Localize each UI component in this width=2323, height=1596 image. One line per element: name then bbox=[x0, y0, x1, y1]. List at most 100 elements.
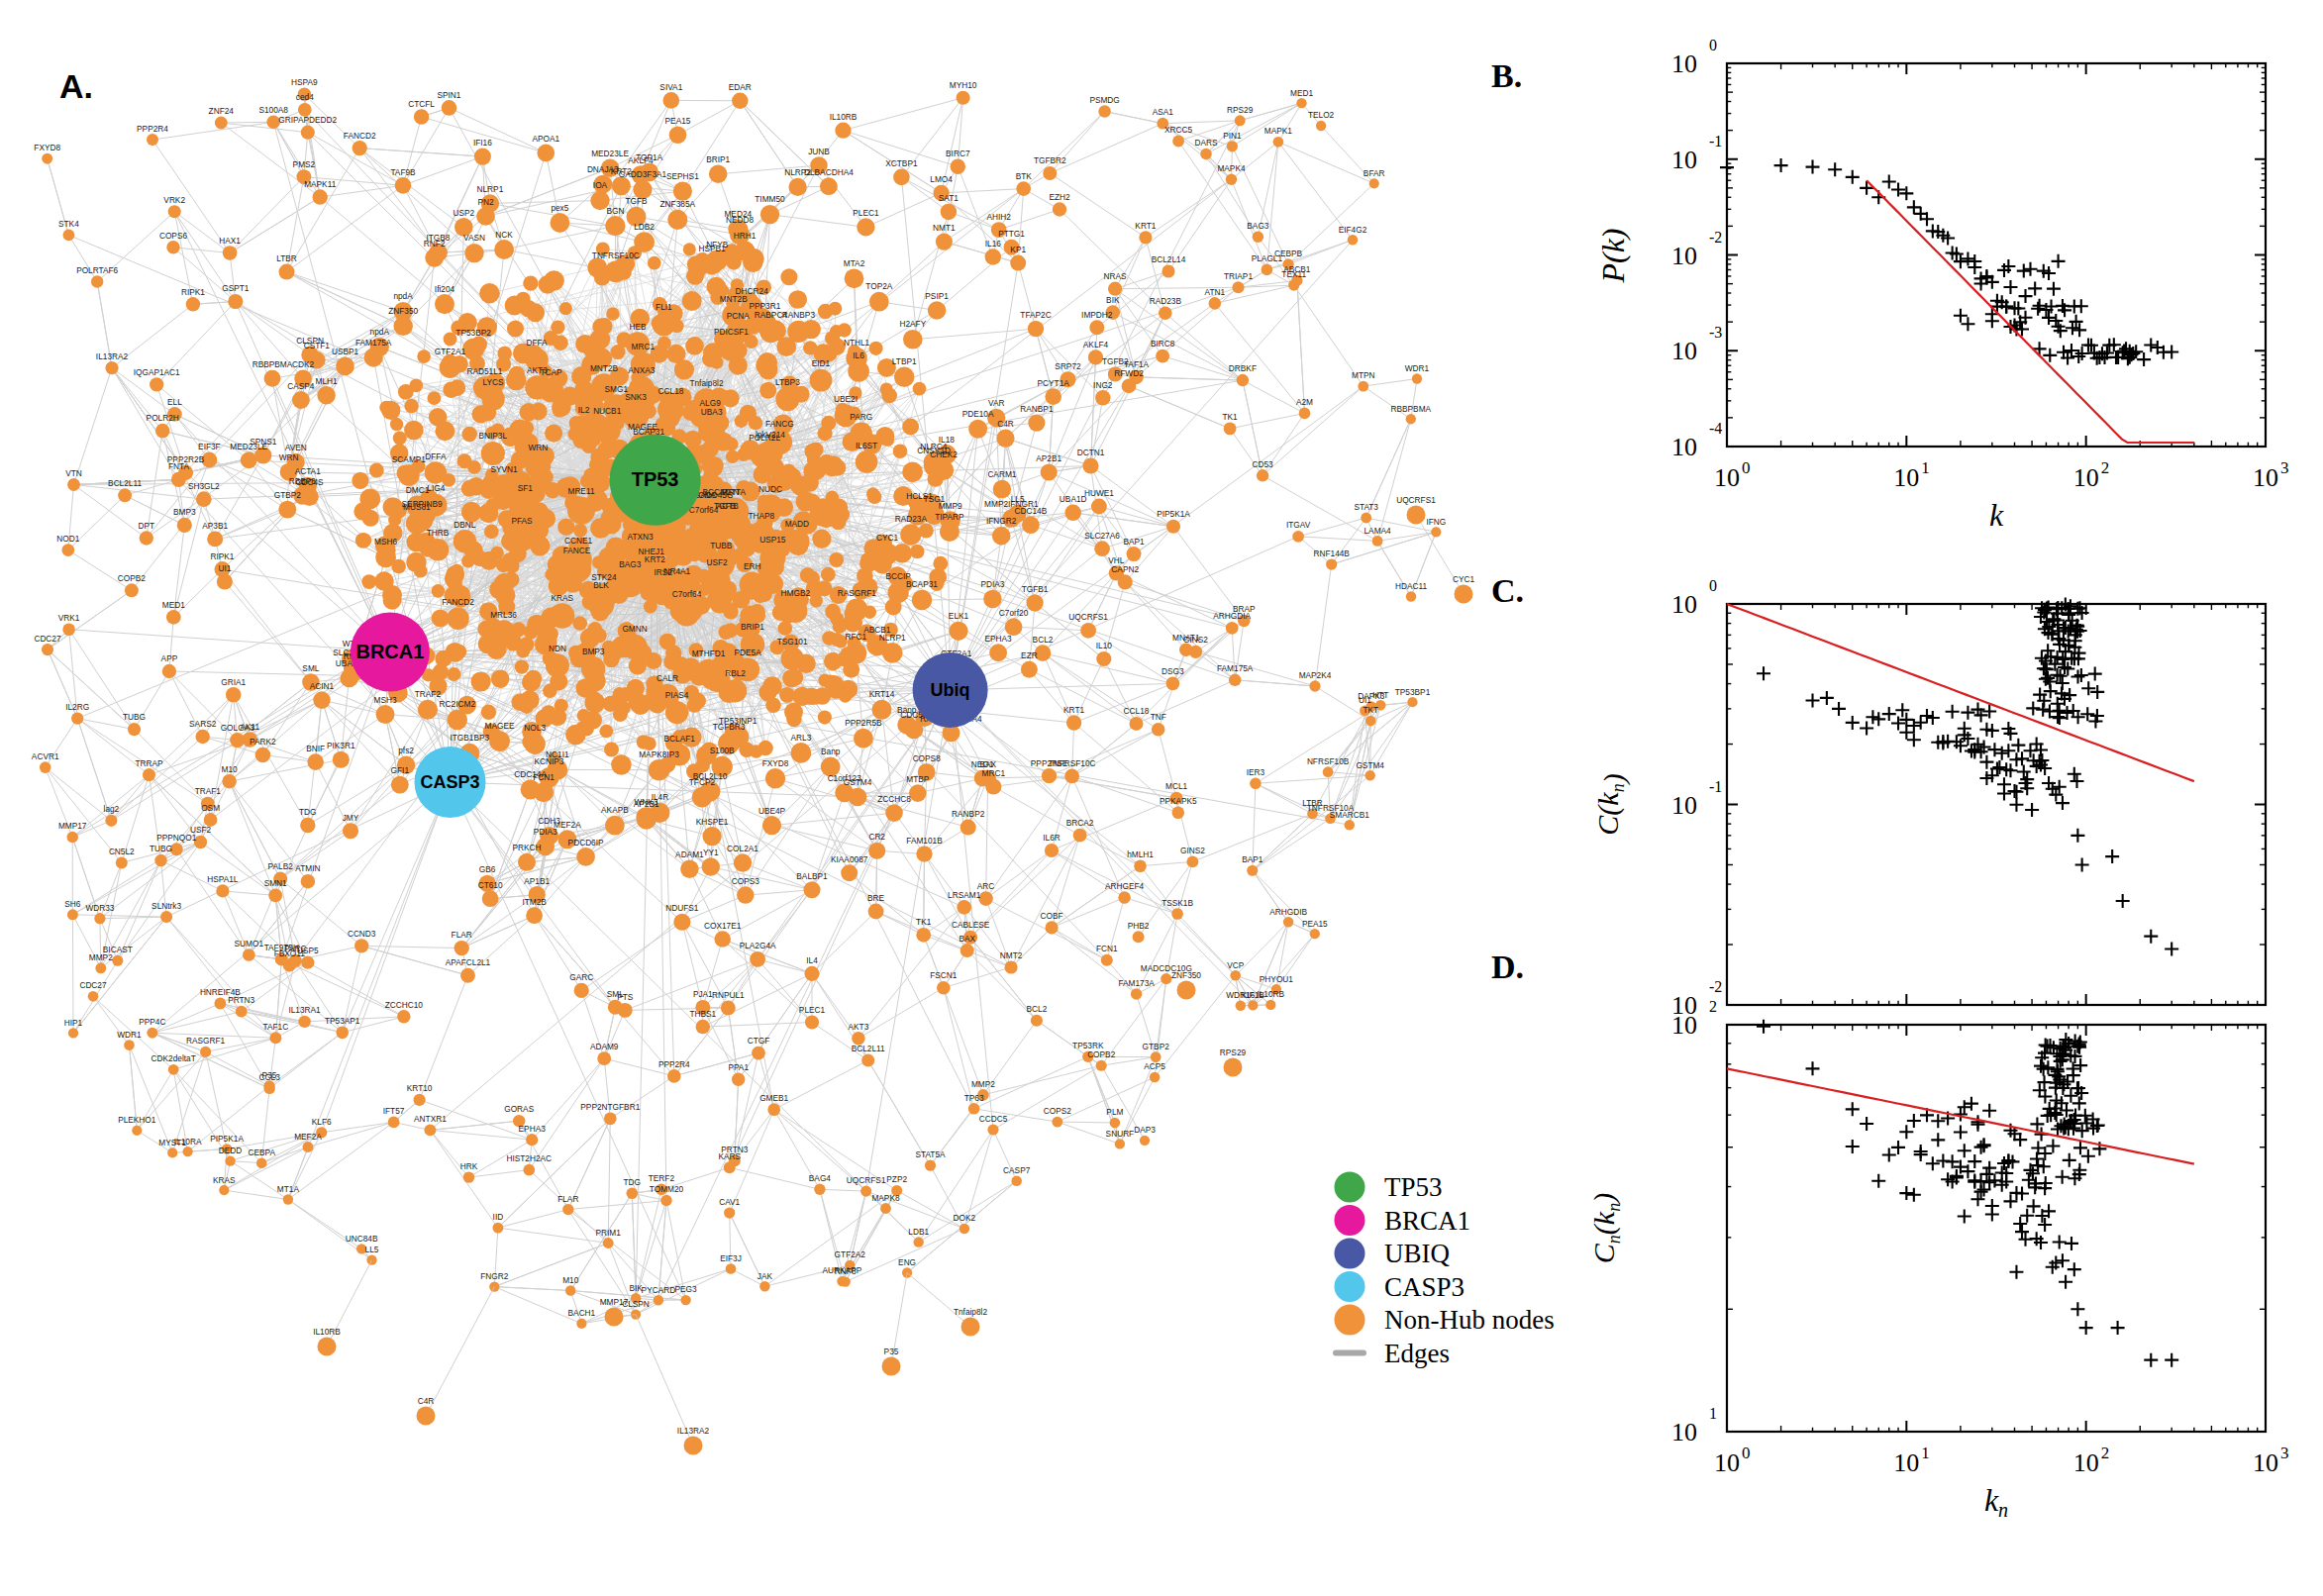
svg-text:CCL18: CCL18 bbox=[658, 386, 684, 396]
svg-text:0: 0 bbox=[1742, 458, 1751, 477]
svg-text:MRC1: MRC1 bbox=[982, 768, 1006, 778]
svg-text:ARL3: ARL3 bbox=[791, 733, 812, 743]
svg-text:ADAM1: ADAM1 bbox=[675, 849, 704, 859]
svg-text:MAPK8: MAPK8 bbox=[871, 1193, 900, 1203]
svg-text:CDC14B: CDC14B bbox=[1015, 506, 1048, 516]
svg-text:NLRP1: NLRP1 bbox=[879, 633, 906, 643]
svg-text:AKAPB: AKAPB bbox=[601, 805, 629, 815]
svg-text:PPP2NTGFBR1: PPP2NTGFBR1 bbox=[580, 1102, 640, 1112]
svg-text:RAD51L1: RAD51L1 bbox=[466, 366, 502, 376]
svg-text:KRT10: KRT10 bbox=[407, 1083, 433, 1093]
svg-text:10: 10 bbox=[2073, 1448, 2099, 1477]
svg-text:RBBPBMA: RBBPBMA bbox=[252, 359, 293, 369]
svg-text:TUBG: TUBG bbox=[123, 712, 146, 722]
svg-text:10: 10 bbox=[1671, 590, 1697, 619]
svg-text:MMP9: MMP9 bbox=[939, 501, 962, 511]
svg-text:COL2A1: COL2A1 bbox=[727, 844, 758, 853]
svg-text:C(kn): C(kn) bbox=[1591, 773, 1631, 835]
svg-text:COBF: COBF bbox=[1041, 911, 1063, 921]
svg-text:SNURF: SNURF bbox=[1106, 1129, 1135, 1139]
svg-text:MRL36: MRL36 bbox=[490, 610, 517, 620]
svg-text:ATMIN: ATMIN bbox=[295, 863, 320, 873]
svg-text:RPS29: RPS29 bbox=[1220, 1047, 1247, 1057]
svg-text:GRIPAPDEDD2: GRIPAPDEDD2 bbox=[278, 115, 337, 125]
svg-text:Ifi204: Ifi204 bbox=[435, 284, 455, 294]
svg-text:AP3B1: AP3B1 bbox=[202, 521, 228, 531]
svg-text:ACTB: ACTB bbox=[717, 501, 740, 511]
svg-text:TIPARP: TIPARP bbox=[935, 512, 964, 522]
svg-text:10: 10 bbox=[1893, 1448, 1919, 1477]
svg-text:MRE11: MRE11 bbox=[567, 486, 594, 496]
svg-text:10: 10 bbox=[1671, 337, 1697, 365]
svg-text:JAK: JAK bbox=[758, 1271, 773, 1281]
svg-text:IFT57: IFT57 bbox=[383, 1106, 405, 1116]
svg-text:CN5L2: CN5L2 bbox=[109, 847, 135, 856]
svg-text:WDR1: WDR1 bbox=[1405, 363, 1430, 373]
svg-text:HNREIF4B: HNREIF4B bbox=[200, 987, 241, 997]
svg-text:PDE10A: PDE10A bbox=[962, 409, 994, 419]
svg-text:PJA1: PJA1 bbox=[693, 989, 713, 999]
svg-text:IL10RB: IL10RB bbox=[1257, 989, 1284, 999]
svg-text:UBA1D: UBA1D bbox=[1060, 494, 1087, 504]
svg-text:BNIP3L: BNIP3L bbox=[479, 431, 508, 441]
svg-text:PDE5A: PDE5A bbox=[734, 648, 761, 657]
svg-text:NUDC: NUDC bbox=[758, 484, 782, 494]
svg-text:UQCRFS1: UQCRFS1 bbox=[1068, 612, 1108, 622]
svg-text:IER3: IER3 bbox=[1247, 767, 1265, 777]
svg-text:-2: -2 bbox=[1709, 978, 1722, 995]
svg-text:2: 2 bbox=[2101, 458, 2110, 477]
svg-text:TGFB1: TGFB1 bbox=[1022, 584, 1049, 594]
svg-text:DFFA: DFFA bbox=[425, 451, 447, 461]
svg-text:TP53BP2: TP53BP2 bbox=[455, 328, 491, 338]
svg-text:RASGRF1: RASGRF1 bbox=[838, 588, 877, 598]
svg-text:BFAR: BFAR bbox=[1364, 168, 1385, 178]
svg-text:FLI1: FLI1 bbox=[656, 302, 672, 312]
svg-text:GB6: GB6 bbox=[479, 864, 496, 874]
svg-text:npdA: npdA bbox=[393, 291, 413, 301]
svg-text:FNTA: FNTA bbox=[168, 461, 190, 471]
svg-text:DMC1: DMC1 bbox=[406, 485, 430, 495]
svg-text:KP1: KP1 bbox=[1010, 245, 1026, 254]
svg-text:CEBPB: CEBPB bbox=[1274, 249, 1303, 258]
svg-text:PHB2: PHB2 bbox=[1128, 921, 1150, 931]
svg-text:RC2ICM2: RC2ICM2 bbox=[440, 699, 476, 709]
svg-text:TOP1A: TOP1A bbox=[636, 152, 663, 162]
svg-text:UQCRFS1: UQCRFS1 bbox=[1396, 495, 1436, 505]
svg-text:SLC27A6: SLC27A6 bbox=[1084, 531, 1120, 541]
svg-text:FAM175A: FAM175A bbox=[1217, 663, 1254, 673]
svg-text:IL13RA1: IL13RA1 bbox=[288, 1005, 321, 1015]
svg-text:DPT: DPT bbox=[138, 521, 154, 531]
svg-text:TP53: TP53 bbox=[632, 468, 679, 490]
svg-text:CASP3: CASP3 bbox=[1384, 1272, 1464, 1302]
svg-text:SEPHS1: SEPHS1 bbox=[666, 171, 699, 181]
svg-text:Banp: Banp bbox=[821, 747, 841, 756]
svg-text:ACP5: ACP5 bbox=[1144, 1061, 1165, 1071]
svg-text:PSIP1: PSIP1 bbox=[925, 291, 949, 301]
svg-text:BIRC8: BIRC8 bbox=[1151, 339, 1175, 349]
svg-text:CARM1: CARM1 bbox=[987, 469, 1016, 479]
svg-text:BMP3: BMP3 bbox=[173, 507, 196, 517]
svg-text:WRN: WRN bbox=[279, 452, 299, 462]
svg-text:CAV1: CAV1 bbox=[719, 1197, 740, 1207]
svg-text:10: 10 bbox=[1893, 463, 1919, 492]
svg-text:JMY: JMY bbox=[343, 813, 359, 823]
svg-text:OSM: OSM bbox=[201, 803, 220, 813]
svg-text:BCL2L14: BCL2L14 bbox=[1152, 254, 1186, 264]
svg-text:IL16: IL16 bbox=[985, 239, 1002, 249]
svg-text:M10: M10 bbox=[562, 1275, 579, 1285]
svg-text:10: 10 bbox=[1671, 791, 1697, 820]
svg-text:PRKCH: PRKCH bbox=[512, 843, 541, 852]
svg-text:MMP17: MMP17 bbox=[600, 1297, 629, 1307]
svg-text:MCL1: MCL1 bbox=[1165, 781, 1188, 791]
svg-text:AKT3: AKT3 bbox=[849, 1022, 869, 1032]
svg-text:ELL: ELL bbox=[167, 397, 182, 407]
svg-text:MTPN: MTPN bbox=[1352, 370, 1375, 380]
svg-text:KIAA0087: KIAA0087 bbox=[831, 854, 868, 864]
svg-text:KRT2: KRT2 bbox=[645, 554, 665, 564]
svg-text:ARHGDIB: ARHGDIB bbox=[1269, 907, 1307, 917]
svg-text:C4R: C4R bbox=[997, 419, 1014, 429]
svg-text:MED23LE: MED23LE bbox=[591, 149, 629, 158]
svg-text:ITGAV: ITGAV bbox=[1286, 520, 1311, 530]
svg-text:MTBP: MTBP bbox=[906, 774, 930, 784]
svg-text:NR4A1: NR4A1 bbox=[663, 566, 690, 576]
